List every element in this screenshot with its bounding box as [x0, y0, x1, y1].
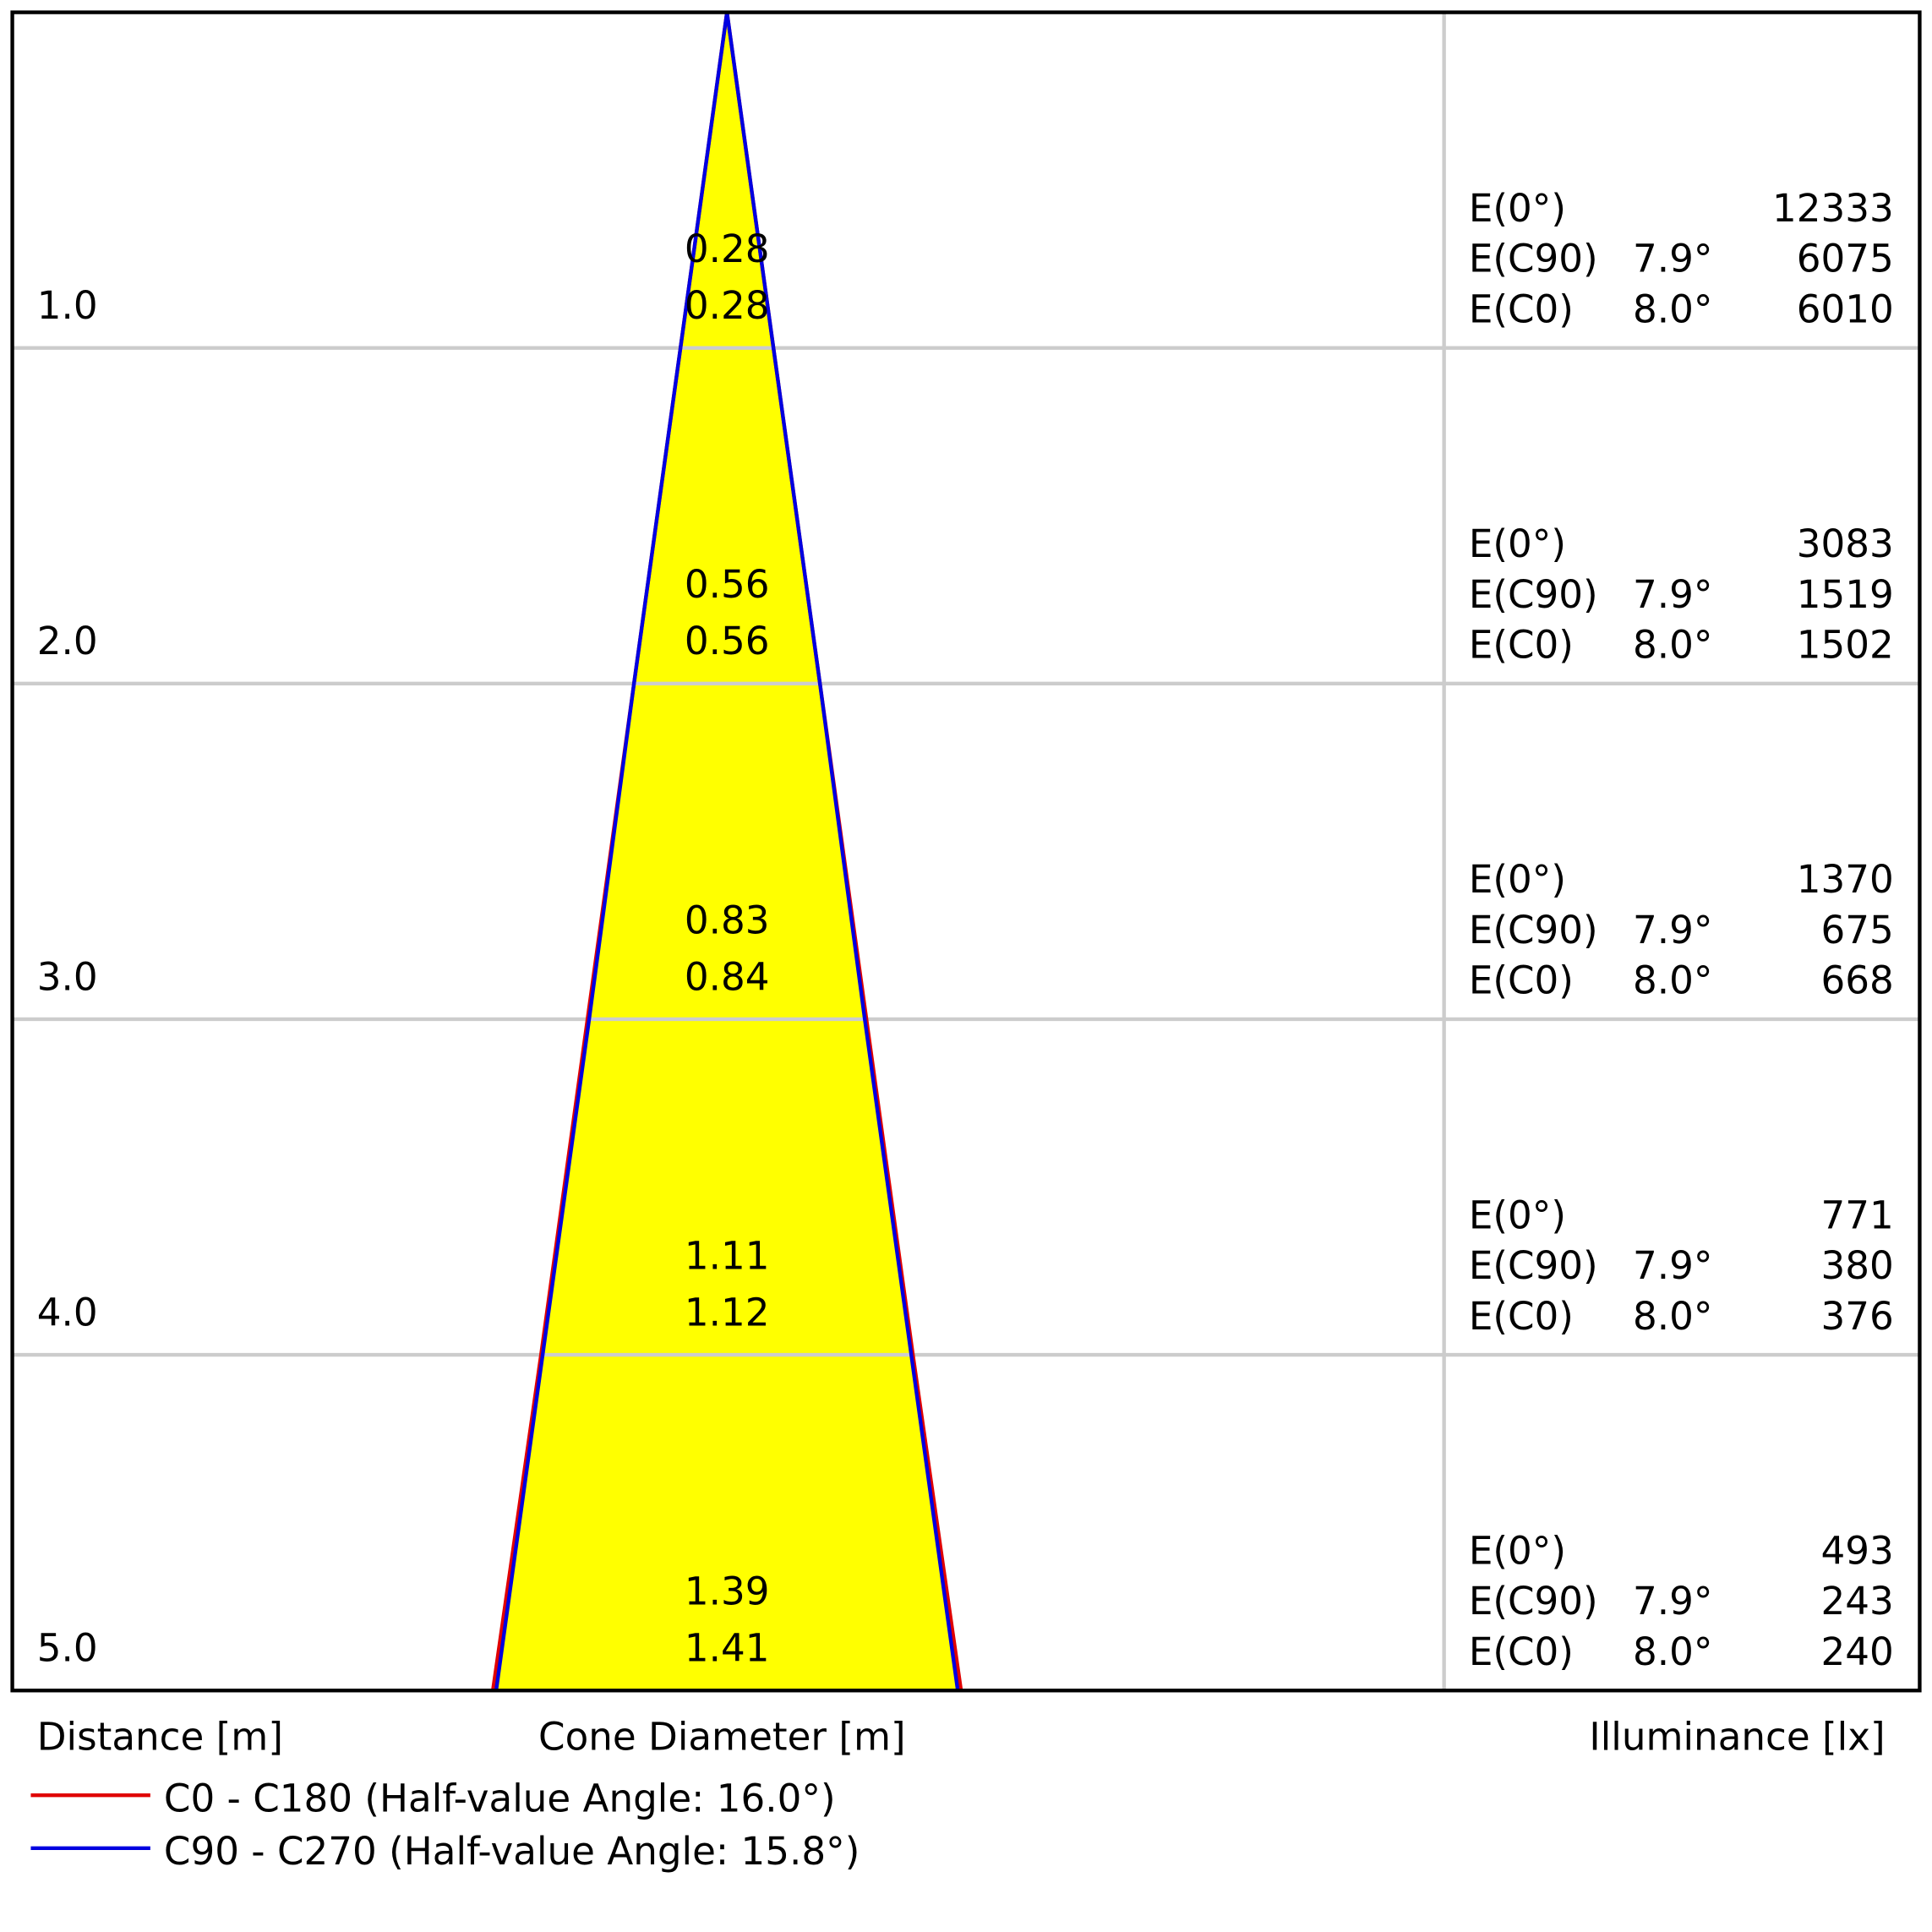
illuminance-row-label: E(C0)	[1469, 623, 1574, 668]
cone-apex-edge	[678, 12, 729, 349]
diameter-label: 1.11	[685, 1233, 770, 1278]
illuminance-value: 240	[1821, 1629, 1894, 1674]
cone-edge	[772, 347, 960, 1691]
illuminance-value: 6010	[1797, 287, 1894, 331]
illuminance-row-label: E(C0)	[1469, 1629, 1574, 1674]
distance-label: 4.0	[37, 1290, 98, 1334]
half-angle-label: 7.9°	[1633, 1243, 1712, 1288]
cone-fill	[493, 12, 962, 1691]
illuminance-value: 243	[1821, 1579, 1894, 1624]
diameter-label: 0.56	[685, 562, 770, 607]
half-angle-label: 8.0°	[1633, 623, 1712, 668]
illuminance-row-label: E(0°)	[1469, 186, 1566, 231]
illuminance-value: 1502	[1797, 623, 1894, 668]
frame	[10, 10, 1922, 1693]
legend-label: C0 - C180 (Half-value Angle: 16.0°)	[164, 1776, 836, 1820]
illuminance-value: 3083	[1797, 521, 1894, 566]
illuminance-row-label: E(C90)	[1469, 572, 1598, 617]
half-angle-label: 7.9°	[1633, 908, 1712, 952]
diameter-label: 0.28	[685, 283, 770, 328]
illuminance-row-label: E(0°)	[1469, 1528, 1566, 1573]
cone-edge	[494, 347, 683, 1691]
illuminance-row-label: E(0°)	[1469, 857, 1566, 902]
illuminance-value: 376	[1821, 1294, 1894, 1339]
illuminance-value: 668	[1821, 958, 1894, 1003]
half-angle-label: 8.0°	[1633, 1294, 1712, 1339]
cone-title: Cone Diameter [m]	[538, 1715, 906, 1760]
half-angle-label: 7.9°	[1633, 1579, 1712, 1624]
half-angle-label: 8.0°	[1633, 287, 1712, 331]
illuminance-row-label: E(C90)	[1469, 237, 1598, 281]
diameter-label: 1.39	[685, 1569, 770, 1614]
x-axis-title: Distance [m]	[37, 1715, 283, 1760]
illuminance-value: 1519	[1797, 572, 1894, 617]
diameter-label: 0.83	[685, 898, 770, 942]
half-angle-label: 7.9°	[1633, 237, 1712, 281]
illuminance-value: 6075	[1797, 237, 1894, 281]
half-angle-label: 7.9°	[1633, 572, 1712, 617]
diameter-label: 0.28	[685, 226, 770, 271]
distance-label: 2.0	[37, 619, 98, 663]
illuminance-row-label: E(C0)	[1469, 287, 1574, 331]
distance-label: 1.0	[37, 283, 98, 328]
illuminance-value: 493	[1821, 1528, 1894, 1573]
diameter-label: 0.84	[685, 954, 770, 999]
illuminance-row-label: E(C90)	[1469, 1243, 1598, 1288]
distance-label: 5.0	[37, 1626, 98, 1671]
illuminance-value: 380	[1821, 1243, 1894, 1288]
diameter-label: 0.56	[685, 619, 770, 663]
half-angle-label: 8.0°	[1633, 958, 1712, 1003]
half-angle-label: 8.0°	[1633, 1629, 1712, 1674]
illuminance-value: 12333	[1772, 186, 1894, 231]
illuminance-row-label: E(C90)	[1469, 1579, 1598, 1624]
illuminance-value: 1370	[1797, 857, 1894, 902]
illuminance-row-label: E(C90)	[1469, 908, 1598, 952]
illuminance-value: 675	[1821, 908, 1894, 952]
legend-label: C90 - C270 (Half-value Angle: 15.8°)	[164, 1829, 860, 1874]
diameter-label: 1.41	[685, 1626, 770, 1671]
illuminance-row-label: E(0°)	[1469, 521, 1566, 566]
illuminance-row-label: E(C0)	[1469, 958, 1574, 1003]
illuminance-title: Illuminance [lx]	[1589, 1715, 1885, 1760]
distance-label: 3.0	[37, 954, 98, 999]
illuminance-value: 771	[1821, 1192, 1894, 1237]
illuminance-row-label: E(C0)	[1469, 1294, 1574, 1339]
cone-apex-edge	[724, 12, 776, 349]
illuminance-row-label: E(0°)	[1469, 1192, 1566, 1237]
diameter-label: 1.12	[685, 1290, 770, 1334]
